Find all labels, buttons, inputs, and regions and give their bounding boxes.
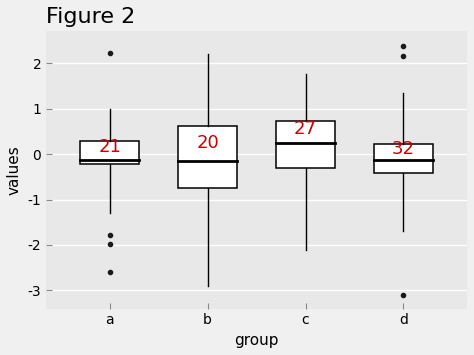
- Bar: [81, 141, 139, 164]
- Text: 27: 27: [294, 120, 317, 138]
- Bar: [178, 126, 237, 188]
- Y-axis label: values: values: [7, 145, 22, 195]
- Text: 21: 21: [98, 138, 121, 156]
- Bar: [276, 121, 335, 168]
- Text: Figure 2: Figure 2: [46, 7, 136, 27]
- Bar: [374, 144, 433, 173]
- X-axis label: group: group: [234, 333, 279, 348]
- Text: 20: 20: [196, 134, 219, 152]
- Text: 32: 32: [392, 140, 415, 158]
